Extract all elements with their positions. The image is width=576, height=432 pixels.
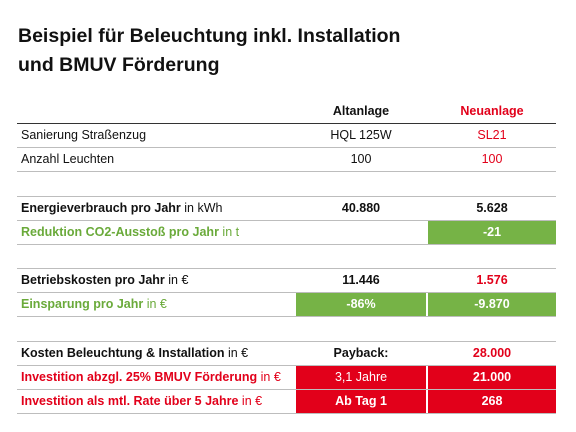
cell-old: 40.880 (341, 201, 381, 215)
cell-new: 21.000 (428, 366, 556, 389)
row-co2: Reduktion CO2-Ausstoß pro Jahr in t -21 (17, 221, 556, 244)
cell-new: -9.870 (428, 293, 556, 316)
cell-new: 268 (428, 390, 556, 413)
row-energie: Energieverbrauch pro Jahr in kWh 40.880 … (17, 197, 556, 220)
row-unit: in € (224, 346, 249, 360)
cell-old: HQL 125W (330, 128, 392, 142)
row-unit: in € (164, 273, 189, 287)
row-label: Investition abzgl. 25% BMUV Förderung (21, 370, 258, 384)
divider (17, 171, 556, 172)
row-unit: in € (257, 370, 281, 384)
row-foerderung: Investition abzgl. 25% BMUV Förderung in… (17, 366, 556, 389)
divider (17, 220, 556, 221)
divider (17, 244, 556, 245)
row-unit: in € (143, 297, 167, 311)
divider (17, 341, 556, 342)
row-label: Kosten Beleuchtung & Installation (21, 346, 225, 360)
row-label: Anzahl Leuchten (21, 152, 115, 166)
row-label: Sanierung Straßenzug (21, 128, 147, 142)
title-line-1: Beispiel für Beleuchtung inkl. Installat… (18, 25, 401, 47)
cell-new: 100 (481, 152, 503, 166)
divider (17, 365, 556, 366)
cell-old: 100 (350, 152, 372, 166)
row-label: Betriebskosten pro Jahr (21, 273, 165, 287)
cell-new: 5.628 (476, 201, 508, 215)
row-unit: in € (238, 394, 263, 408)
row-label: Einsparung pro Jahr (21, 297, 144, 311)
cell-new: SL21 (477, 128, 507, 142)
cell-new: -21 (428, 221, 556, 244)
divider (17, 292, 556, 293)
payback-label: Payback: (333, 346, 389, 360)
divider (17, 413, 556, 414)
page-title: Beispiel für Beleuchtung inkl. Installat… (18, 22, 558, 80)
row-label: Energieverbrauch pro Jahr (21, 201, 181, 215)
row-label: Investition als mtl. Rate über 5 Jahre (21, 394, 239, 408)
row-rate: Investition als mtl. Rate über 5 Jahre i… (17, 390, 556, 413)
row-leuchten: Anzahl Leuchten 100 100 (17, 148, 556, 171)
divider (17, 316, 556, 317)
row-unit: in t (218, 225, 240, 239)
divider (17, 147, 556, 148)
divider (17, 389, 556, 390)
payback-start: Ab Tag 1 (296, 390, 426, 413)
row-unit: in kWh (180, 201, 223, 215)
header-altanlage: Altanlage (332, 104, 390, 118)
divider (17, 196, 556, 197)
cell-old: -86% (296, 293, 426, 316)
cell-new: 1.576 (476, 273, 508, 287)
payback-years: 3,1 Jahre (296, 366, 426, 389)
divider (17, 268, 556, 269)
cell-new: 28.000 (472, 346, 512, 360)
divider (17, 123, 556, 124)
row-label: Reduktion CO2-Ausstoß pro Jahr (21, 225, 219, 239)
row-einsparung: Einsparung pro Jahr in € -86% -9.870 (17, 293, 556, 316)
row-kosten: Kosten Beleuchtung & Installation in € P… (17, 342, 556, 365)
row-betrieb: Betriebskosten pro Jahr in € 11.446 1.57… (17, 269, 556, 292)
header-neuanlage: Neuanlage (460, 104, 524, 118)
title-line-2: und BMUV Förderung (18, 54, 220, 76)
row-sanierung: Sanierung Straßenzug HQL 125W SL21 (17, 124, 556, 147)
cell-old: 11.446 (342, 273, 380, 287)
